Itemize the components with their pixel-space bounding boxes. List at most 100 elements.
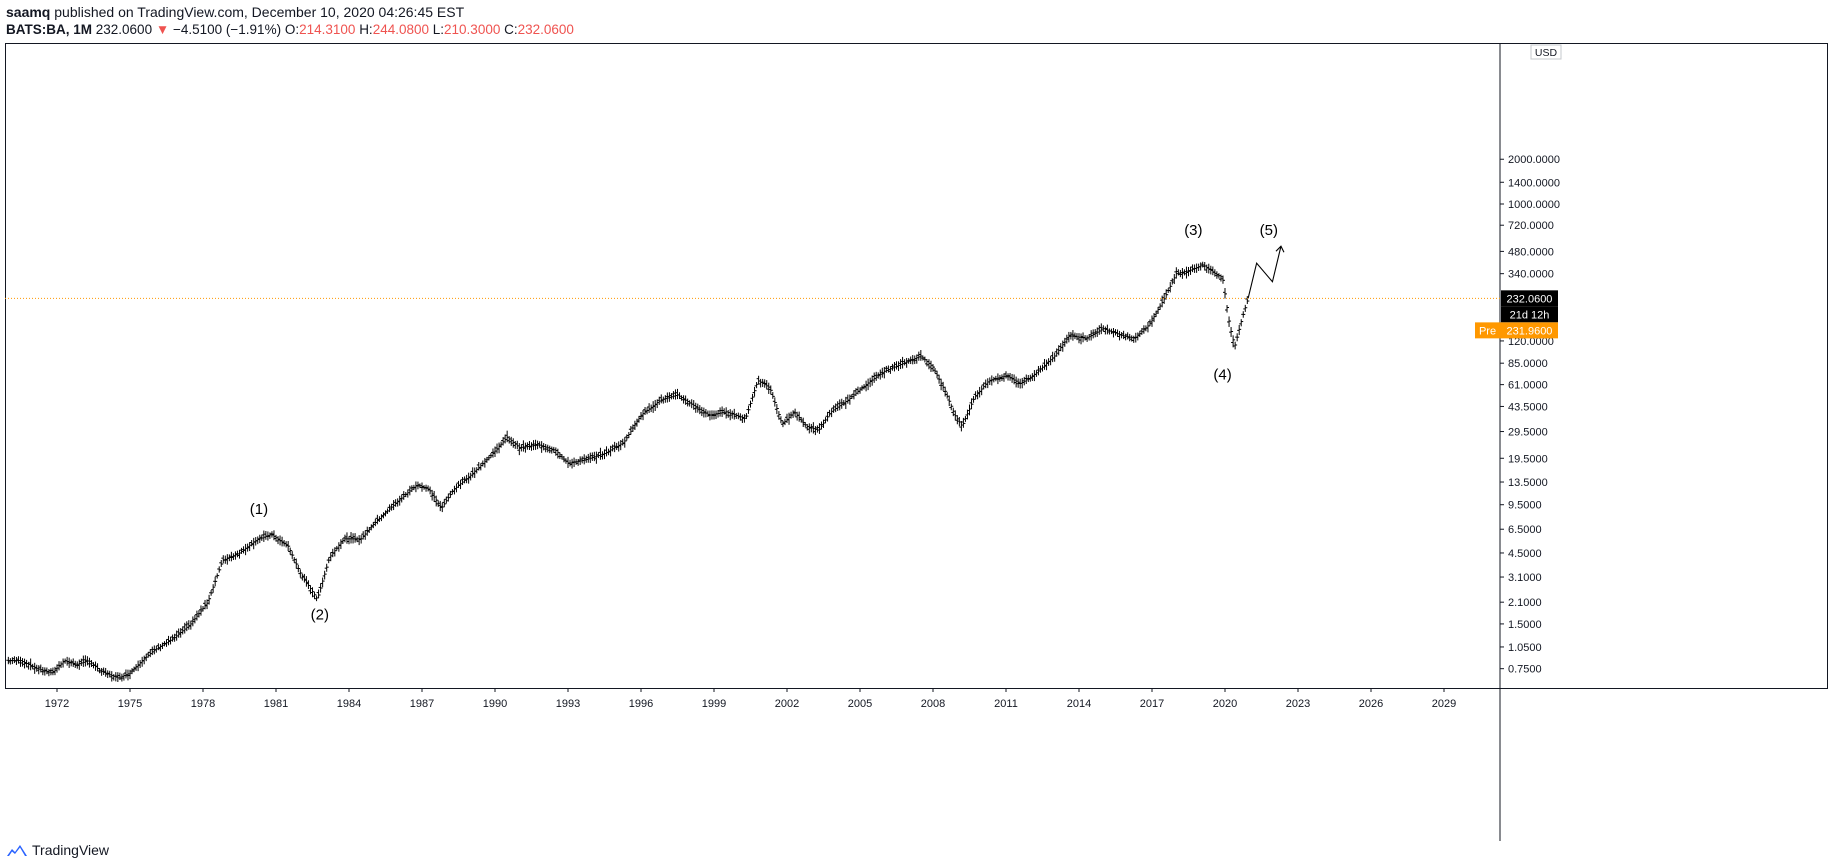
ohlc-bar <box>898 359 903 370</box>
ohlc-bar <box>766 382 771 394</box>
high-value: 244.0800 <box>372 22 429 37</box>
ohlc-bar <box>142 655 147 665</box>
ohlc-bar <box>263 530 268 540</box>
change-value: −4.5100 (−1.91%) <box>172 22 282 37</box>
ohlc-bar <box>724 407 729 419</box>
ohlc-bar <box>819 421 824 430</box>
ohlc-bar <box>894 361 899 370</box>
wave-projection <box>1247 245 1285 299</box>
ohlc-bar <box>931 364 935 372</box>
ohlc-bar <box>977 386 982 398</box>
symbol-label[interactable]: BATS:BA, 1M <box>6 22 92 37</box>
ohlc-bar <box>298 569 303 578</box>
ohlc-bar <box>1026 375 1031 383</box>
ohlc-bar <box>851 390 856 400</box>
ohlc-bar <box>515 440 520 450</box>
ohlc-bar <box>588 452 593 463</box>
ohlc-bar <box>198 605 203 616</box>
ohlc-bar <box>148 649 153 658</box>
ohlc-bar <box>1117 330 1122 341</box>
ohlc-bar <box>42 667 47 676</box>
ohlc-bar <box>8 658 13 665</box>
ohlc-bar <box>823 417 828 424</box>
ohlc-bar <box>835 401 840 411</box>
ohlc-bar <box>344 532 349 544</box>
down-arrow-icon: ▼ <box>155 22 170 37</box>
ohlc-bar <box>1119 332 1124 339</box>
ohlc-bar <box>916 351 921 361</box>
x-tick-label: 1990 <box>483 698 507 710</box>
ohlc-bar <box>1229 327 1234 337</box>
ohlc-bar <box>908 356 913 365</box>
ohlc-bar <box>215 573 220 579</box>
ohlc-bar <box>592 451 597 462</box>
ohlc-bar <box>829 408 834 418</box>
ohlc-bar <box>896 361 901 371</box>
ohlc-bar <box>1206 263 1211 274</box>
x-tick-label: 2020 <box>1213 698 1237 710</box>
ohlc-bar <box>397 495 402 506</box>
ohlc-bar <box>519 444 524 452</box>
ohlc-bar <box>219 560 224 567</box>
ohlc-bar <box>1001 373 1006 382</box>
ohlc-bar <box>221 555 226 564</box>
tv-footer[interactable]: TradingView <box>6 842 109 858</box>
ohlc-bar <box>525 442 530 450</box>
ohlc-bar <box>69 659 74 667</box>
wave-label-2: (2) <box>311 607 329 624</box>
ohlc-bar <box>568 459 573 467</box>
publish-line: saamq published on TradingView.com, Dece… <box>6 4 464 20</box>
ohlc-bar <box>36 665 41 675</box>
ohlc-bar <box>261 530 266 542</box>
y-tick-label: 61.0000 <box>1508 380 1548 392</box>
x-tick-label: 2017 <box>1140 698 1164 710</box>
ohlc-bar <box>59 661 64 669</box>
ohlc-bar <box>945 392 950 399</box>
price-chart[interactable]: (1) (2) (3) (4) (5) 2000.0000 1400.0000 1000.0… <box>5 43 1828 841</box>
ohlc-bar <box>316 589 321 599</box>
ohlc-bar <box>880 367 885 378</box>
ohlc-bar <box>939 378 944 391</box>
ohlc-bar <box>474 467 479 474</box>
ohlc-bar <box>1131 335 1136 343</box>
ohlc-bar <box>949 403 954 411</box>
ohlc-bar <box>1237 324 1242 336</box>
ohlc-bar <box>582 454 587 465</box>
x-tick-label: 2026 <box>1359 698 1383 710</box>
price-axis[interactable]: 2000.0000 1400.0000 1000.0000 720.0000 480.0… <box>1500 44 1562 676</box>
ohlc-bar <box>424 484 429 492</box>
ohlc-bar <box>598 447 603 460</box>
ohlc-bar <box>213 576 218 587</box>
ohlc-bar <box>1111 328 1116 338</box>
ohlc-bar <box>868 377 873 388</box>
ohlc-bar <box>312 591 317 600</box>
ohlc-bar <box>600 451 605 460</box>
ohlc-bar <box>99 667 104 676</box>
ohlc-bar <box>910 355 915 365</box>
ohlc-bar <box>714 410 719 420</box>
ohlc-bar <box>357 535 362 546</box>
ohlc-bar <box>529 442 534 451</box>
ohlc-bar <box>523 442 528 453</box>
low-value: 210.3000 <box>444 22 501 37</box>
ohlc-bar <box>1164 289 1169 300</box>
ohlc-bars <box>5 261 1500 683</box>
last-price-tag <box>1501 290 1558 307</box>
ohlc-bar <box>302 573 307 583</box>
x-tick-label: 1978 <box>191 698 215 710</box>
time-axis[interactable]: 1972 1975 1978 1981 1984 1987 1990 1993 1996 1999… <box>45 688 1456 710</box>
ohlc-bar <box>1004 371 1008 379</box>
ohlc-bar <box>292 557 297 563</box>
ohlc-bar <box>470 467 475 478</box>
last-value: 232.0600 <box>95 22 153 37</box>
ohlc-bar <box>257 534 262 544</box>
x-tick-label: 1972 <box>45 698 69 710</box>
ohlc-bar <box>136 660 141 672</box>
wave-label-3: (3) <box>1184 222 1202 239</box>
chart-frame[interactable]: (1) (2) (3) (4) (5) 2000.0000 1400.0000 1000.0… <box>5 43 1828 841</box>
ohlc-bar <box>906 358 911 364</box>
ohlc-bar <box>320 577 325 588</box>
ohlc-bar <box>531 440 536 451</box>
ohlc-bar <box>284 541 289 548</box>
author-name[interactable]: saamq <box>6 4 51 20</box>
